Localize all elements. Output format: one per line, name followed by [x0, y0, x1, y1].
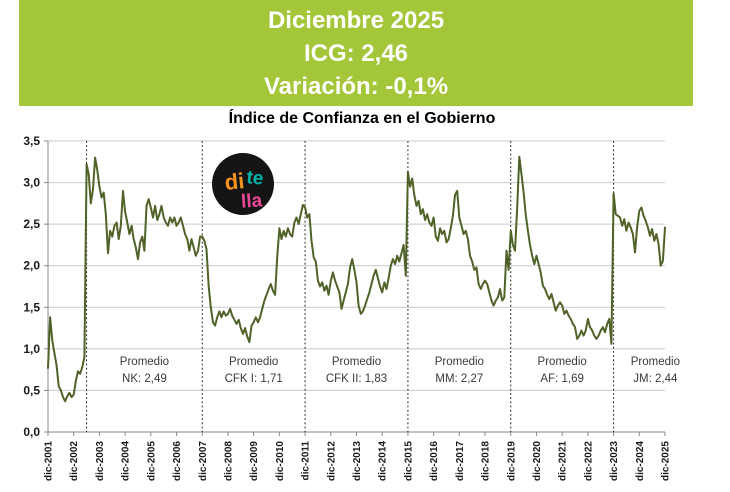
ditella-logo-text-lla: lla [240, 190, 263, 212]
banner-icg-value: ICG: 2,46 [303, 39, 409, 67]
x-tick-label: dic-2002 [69, 441, 80, 481]
x-tick-label: dic-2008 [223, 441, 234, 481]
x-tick-label: dic-2022 [583, 441, 594, 481]
x-tick-label: dic-2016 [429, 441, 440, 481]
x-tick-label: dic-2004 [121, 441, 132, 481]
y-tick-label: 3,0 [23, 176, 40, 190]
icg-series-line [47, 155, 666, 403]
y-tick-label: 2,0 [23, 259, 40, 273]
x-tick-label: dic-2005 [146, 441, 157, 481]
ditella-logo-text-te: te [245, 167, 264, 190]
x-tick-label: dic-2012 [326, 441, 337, 481]
x-tick-label: dic-2007 [198, 441, 209, 481]
x-tick-label: dic-2020 [532, 441, 543, 481]
x-tick-label: dic-2006 [172, 441, 183, 481]
x-tick-label: dic-2009 [249, 441, 260, 481]
period-average-title: Promedio [435, 356, 484, 368]
x-tick-label: dic-2011 [301, 441, 312, 481]
banner-variation-value: Variación: -0,1% [263, 72, 449, 100]
x-tick-label: dic-2018 [481, 441, 492, 481]
y-tick-label: 1,5 [23, 300, 40, 314]
period-average-value: CFK I: 1,71 [225, 373, 283, 385]
x-tick-label: dic-2010 [275, 441, 286, 481]
y-tick-label: 0,0 [23, 425, 40, 439]
x-tick-label: dic-2024 [635, 441, 646, 481]
x-tick-label: dic-2003 [95, 441, 106, 481]
x-tick-label: dic-2017 [455, 441, 466, 481]
chart-title: Índice de Confianza en el Gobierno [228, 110, 496, 127]
period-average-value: CFK II: 1,83 [326, 373, 387, 385]
x-tick-label: dic-2019 [506, 441, 517, 481]
period-average-title: Promedio [120, 356, 169, 368]
summary-banner: Diciembre 2025 ICG: 2,46 Variación: -0,1… [19, 0, 693, 106]
y-tick-label: 2,5 [23, 217, 40, 231]
x-tick-label: dic-2014 [378, 441, 389, 481]
x-tick-label: dic-2013 [352, 441, 363, 481]
period-average-title: Promedio [332, 356, 381, 368]
y-tick-label: 3,5 [23, 134, 40, 148]
period-average-title: Promedio [538, 356, 587, 368]
period-average-value: NK: 2,49 [122, 373, 167, 385]
x-tick-label: dic-2015 [403, 441, 414, 481]
banner-period-label: Diciembre 2025 [267, 6, 445, 34]
x-tick-label: dic-2001 [44, 441, 55, 481]
period-average-value: AF: 1,69 [540, 373, 583, 385]
y-tick-label: 0,5 [23, 383, 40, 397]
x-tick-label: dic-2025 [661, 441, 672, 481]
x-tick-label: dic-2023 [609, 441, 620, 481]
period-average-title: Promedio [229, 356, 278, 368]
period-average-value: MM: 2,27 [435, 373, 483, 385]
ditella-logo-circle [212, 153, 274, 215]
period-average-value: JM: 2,44 [633, 373, 678, 385]
y-tick-label: 1,0 [23, 342, 40, 356]
ditella-logo-text-di: di [223, 168, 245, 195]
period-average-title: Promedio [631, 356, 680, 368]
x-tick-label: dic-2021 [558, 441, 569, 481]
